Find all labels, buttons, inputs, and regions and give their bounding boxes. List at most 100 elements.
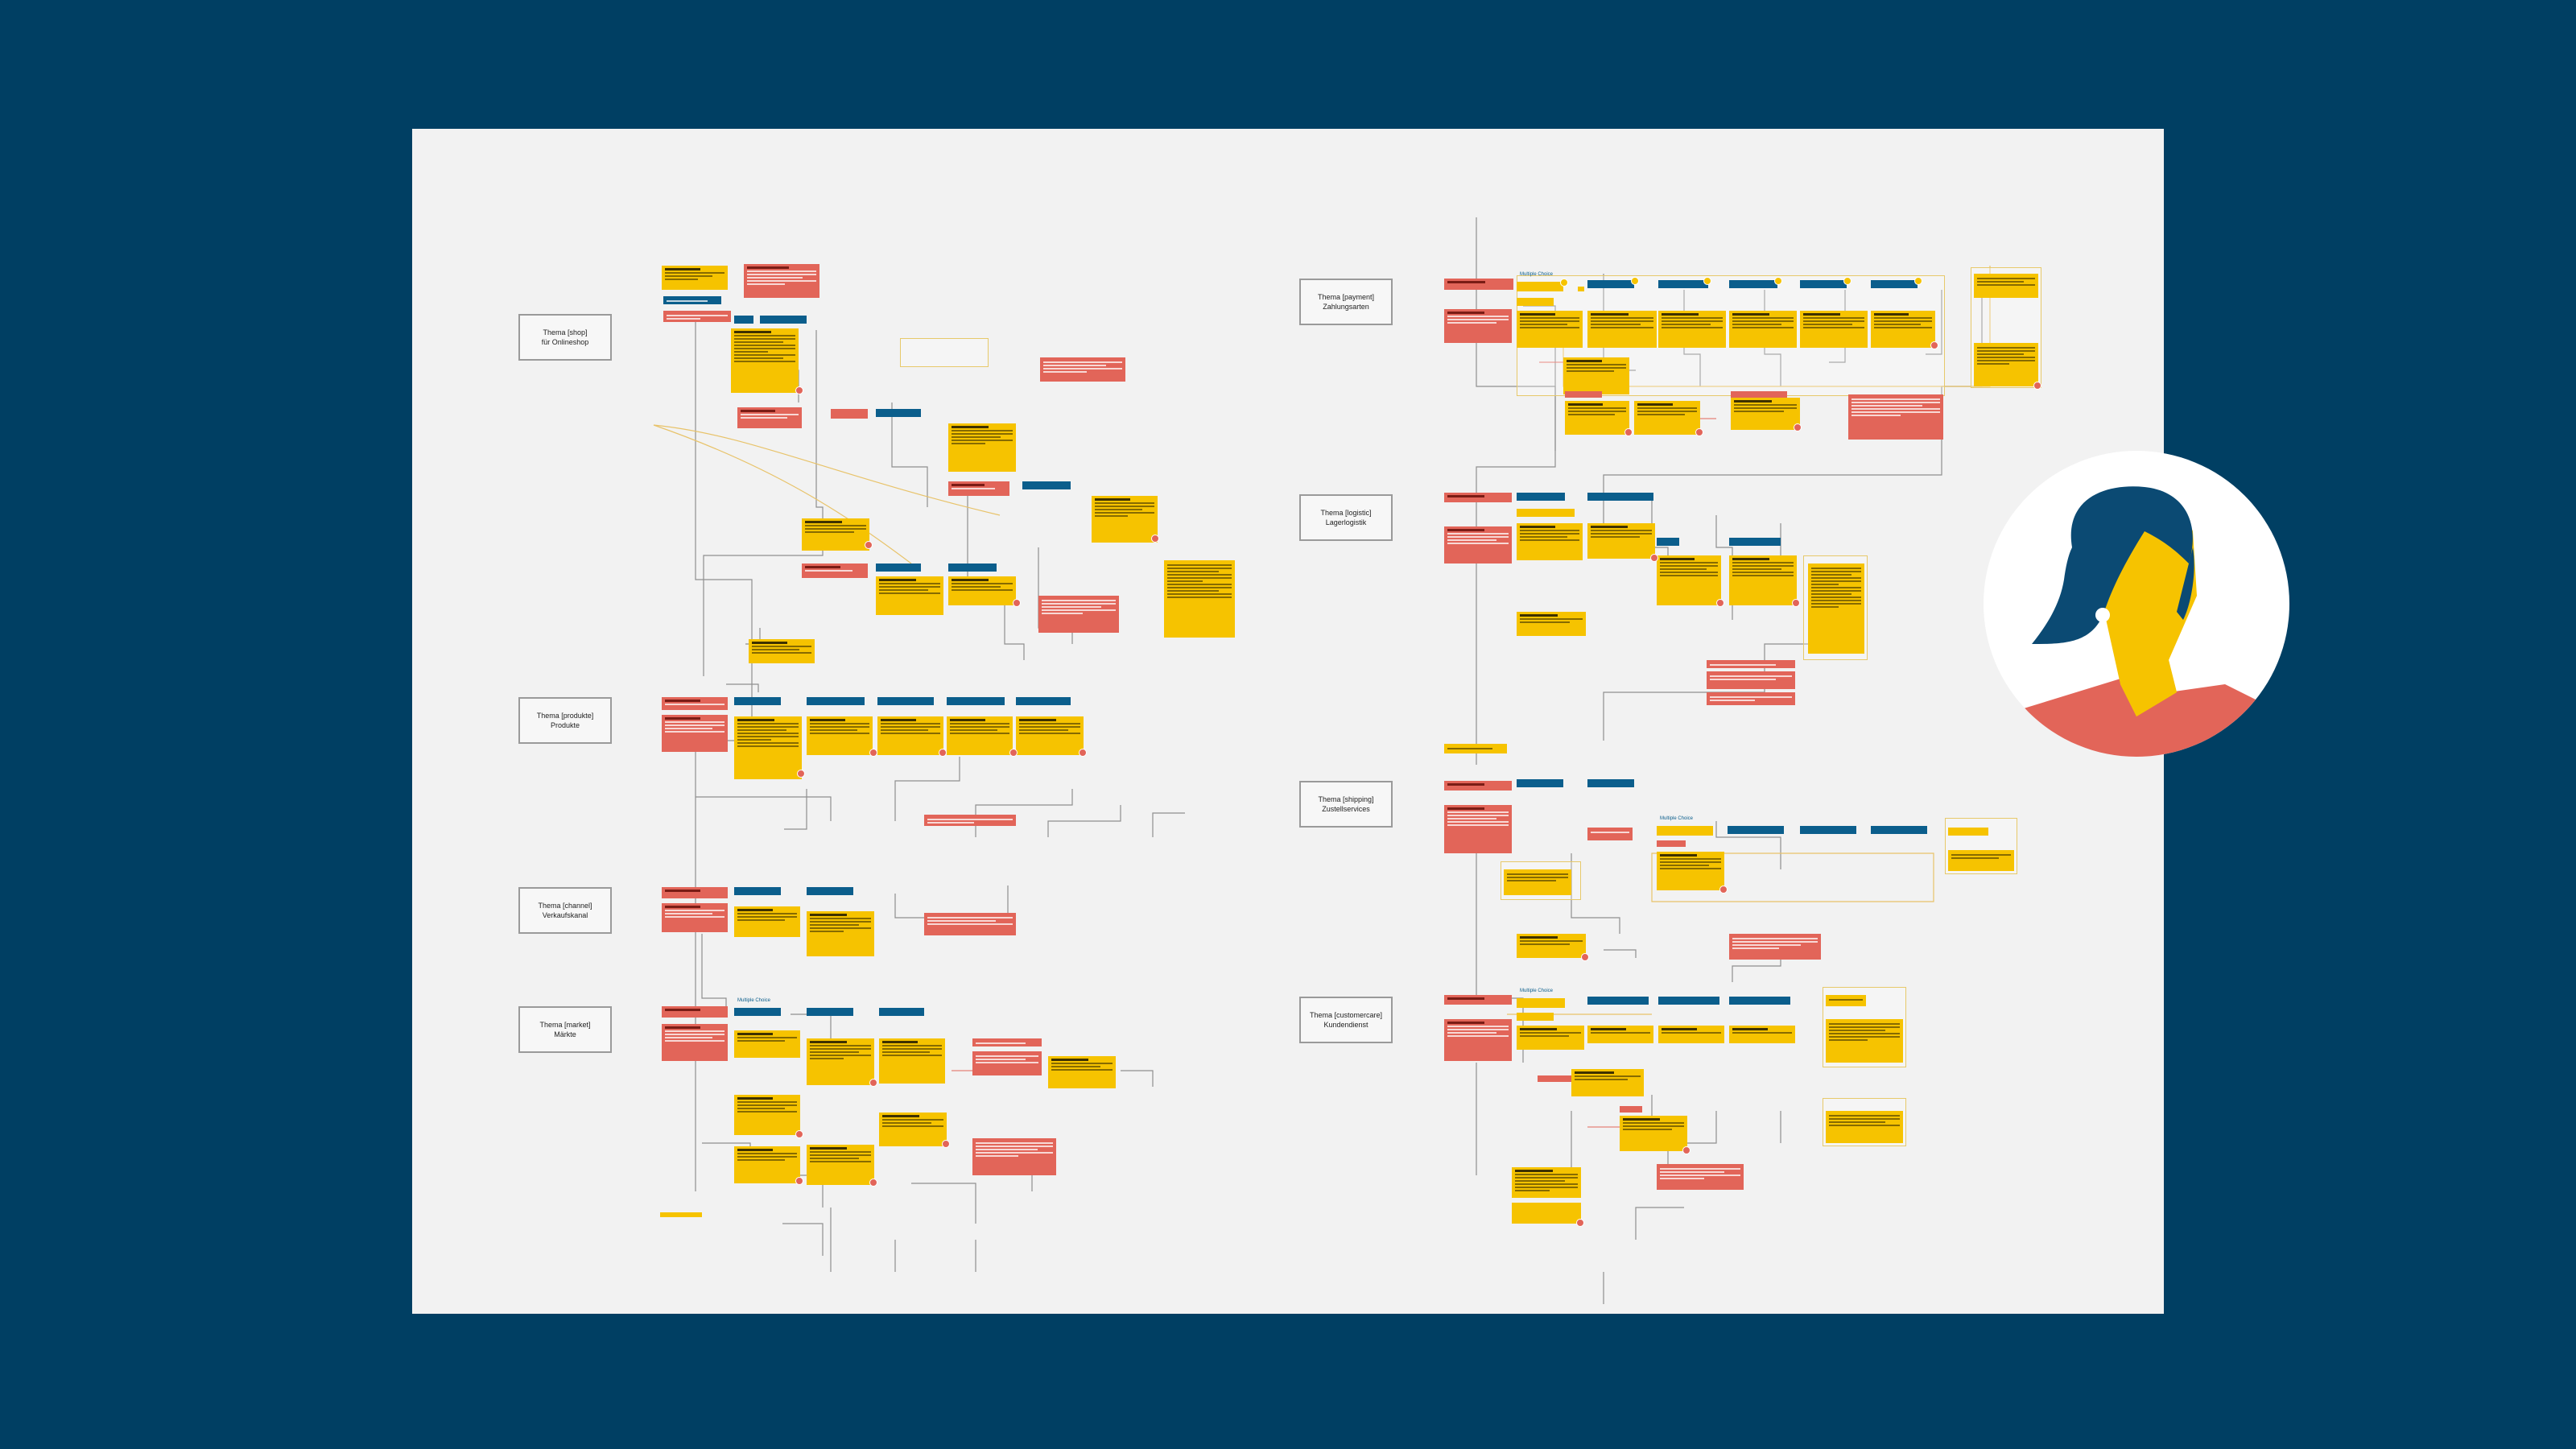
note-card[interactable] <box>1563 357 1629 394</box>
note-card[interactable] <box>1731 398 1800 430</box>
note-card[interactable] <box>1729 538 1781 546</box>
note-card[interactable] <box>734 1008 781 1016</box>
note-card[interactable] <box>1038 596 1119 633</box>
note-card[interactable] <box>807 887 853 895</box>
note-card[interactable] <box>877 716 943 755</box>
note-card[interactable] <box>749 639 815 663</box>
note-card[interactable] <box>1658 997 1719 1005</box>
note-card[interactable] <box>1729 280 1777 288</box>
note-card[interactable] <box>972 1038 1042 1046</box>
note-card[interactable] <box>1022 481 1071 489</box>
note-card[interactable] <box>947 697 1005 705</box>
note-card[interactable] <box>1620 1116 1687 1151</box>
note-card[interactable] <box>947 716 1013 755</box>
note-card[interactable] <box>734 716 802 779</box>
note-card[interactable] <box>1587 1026 1653 1043</box>
note-card[interactable] <box>877 697 934 705</box>
note-card[interactable] <box>1729 997 1790 1005</box>
note-card[interactable] <box>1444 526 1512 564</box>
theme-box-payment[interactable]: Thema [payment] Zahlungsarten <box>1299 279 1393 325</box>
note-card[interactable] <box>1504 869 1571 895</box>
note-card[interactable] <box>1565 401 1629 435</box>
note-card[interactable] <box>1871 826 1927 834</box>
note-card[interactable] <box>972 1138 1056 1175</box>
note-card[interactable] <box>1587 779 1634 787</box>
note-card[interactable] <box>1444 995 1512 1005</box>
theme-box-shipping[interactable]: Thema [shipping] Zustellservices <box>1299 781 1393 828</box>
note-card[interactable] <box>1826 995 1866 1006</box>
note-card[interactable] <box>1538 1075 1573 1082</box>
note-card[interactable] <box>1729 934 1821 960</box>
note-card[interactable] <box>1634 401 1700 435</box>
note-card[interactable] <box>948 481 1009 496</box>
note-card[interactable] <box>807 697 865 705</box>
note-card[interactable] <box>1707 660 1795 668</box>
note-card[interactable] <box>1517 282 1563 291</box>
note-card[interactable] <box>760 316 807 324</box>
theme-box-market[interactable]: Thema [market] Märkte <box>518 1006 612 1053</box>
note-card[interactable] <box>1658 1026 1724 1043</box>
note-card[interactable] <box>1800 311 1868 348</box>
note-card[interactable] <box>1517 779 1563 787</box>
note-card[interactable] <box>1571 1069 1644 1096</box>
note-card[interactable] <box>663 311 731 322</box>
note-card[interactable] <box>1517 998 1565 1008</box>
note-card[interactable] <box>734 316 753 324</box>
note-card[interactable] <box>662 903 728 932</box>
note-card[interactable] <box>1871 280 1918 288</box>
note-card[interactable] <box>1848 394 1943 440</box>
theme-box-logistic[interactable]: Thema [logistic] Lagerlogistik <box>1299 494 1393 541</box>
note-card[interactable] <box>1948 828 1988 836</box>
note-card[interactable] <box>1444 744 1507 753</box>
note-card[interactable] <box>1048 1056 1116 1088</box>
theme-box-customercare[interactable]: Thema [customercare] Kundendienst <box>1299 997 1393 1043</box>
note-card[interactable] <box>1444 279 1513 290</box>
note-card[interactable] <box>1729 1026 1795 1043</box>
note-card[interactable] <box>1517 509 1575 517</box>
note-card[interactable] <box>662 266 728 290</box>
note-card[interactable] <box>660 1212 702 1217</box>
theme-box-produkte[interactable]: Thema [produkte] Produkte <box>518 697 612 744</box>
note-card[interactable] <box>1016 716 1084 755</box>
note-card[interactable] <box>1517 298 1554 306</box>
note-card[interactable] <box>1658 280 1708 288</box>
note-card[interactable] <box>1808 564 1864 654</box>
note-card[interactable] <box>1587 828 1633 840</box>
note-card[interactable] <box>948 576 1016 605</box>
note-card[interactable] <box>1164 560 1235 638</box>
note-card[interactable] <box>1800 280 1847 288</box>
note-card[interactable] <box>734 697 781 705</box>
note-card[interactable] <box>1587 997 1649 1005</box>
note-card[interactable] <box>1657 840 1686 847</box>
note-card[interactable] <box>734 1095 800 1135</box>
note-card[interactable] <box>1444 781 1512 791</box>
note-card[interactable] <box>1444 493 1512 502</box>
note-card[interactable] <box>1826 1111 1903 1143</box>
note-card[interactable] <box>1040 357 1125 382</box>
note-card[interactable] <box>1657 1164 1744 1190</box>
note-card[interactable] <box>1974 343 2038 386</box>
note-card[interactable] <box>1517 311 1583 348</box>
note-card[interactable] <box>1731 391 1787 398</box>
note-card[interactable] <box>1974 274 2038 298</box>
note-card[interactable] <box>1517 523 1583 560</box>
note-card[interactable] <box>1517 493 1565 501</box>
note-card[interactable] <box>662 887 728 898</box>
note-card[interactable] <box>879 1008 924 1016</box>
note-card[interactable] <box>1826 1019 1903 1063</box>
note-card[interactable] <box>1620 1106 1642 1113</box>
note-card[interactable] <box>1444 1019 1512 1061</box>
note-card[interactable] <box>807 1038 874 1085</box>
note-card[interactable] <box>734 906 800 937</box>
note-card[interactable] <box>1587 280 1634 288</box>
note-card[interactable] <box>924 815 1016 826</box>
note-card[interactable] <box>802 564 868 578</box>
note-card[interactable] <box>802 518 869 551</box>
note-card[interactable] <box>876 564 921 572</box>
note-card[interactable] <box>734 1146 800 1183</box>
note-card[interactable] <box>1658 311 1726 348</box>
note-card[interactable] <box>744 264 819 298</box>
note-card[interactable] <box>1729 311 1797 348</box>
note-card[interactable] <box>1587 523 1655 559</box>
note-card[interactable] <box>807 1145 874 1185</box>
